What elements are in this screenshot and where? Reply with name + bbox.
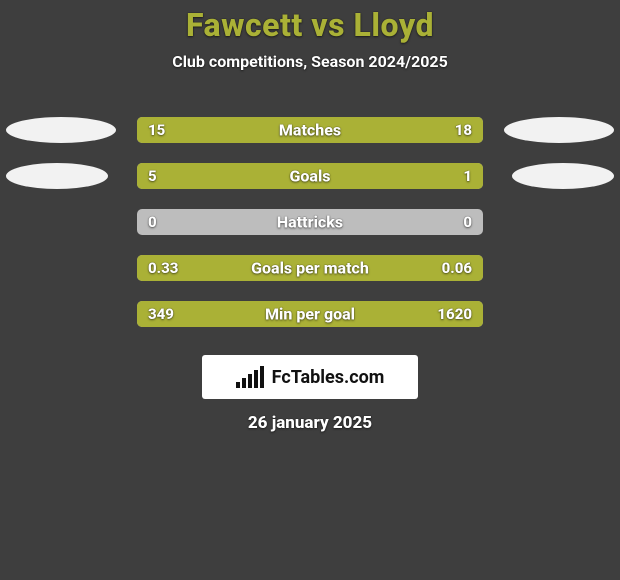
bar-track: Matches	[137, 117, 483, 143]
bar-label: Matches	[279, 121, 341, 140]
stat-row-goals: Goals 5 1	[0, 153, 620, 199]
page-title: Fawcett vs Lloyd	[0, 6, 620, 44]
bar-left-fill	[137, 163, 403, 189]
bar-track: Hattricks	[137, 209, 483, 235]
value-right: 0.06	[442, 259, 472, 277]
stat-row-hattricks: Hattricks 0 0	[0, 199, 620, 245]
subtitle: Club competitions, Season 2024/2025	[0, 52, 620, 71]
player-left-marker	[6, 117, 116, 143]
comparison-bar-chart: Matches 15 18 Goals 5 1 Hattricks 0	[0, 107, 620, 337]
stat-row-min-per-goal: Min per goal 349 1620	[0, 291, 620, 337]
stat-row-matches: Matches 15 18	[0, 107, 620, 153]
bar-label: Min per goal	[265, 305, 355, 324]
brand-link[interactable]: FcTables.com	[202, 355, 418, 399]
bar-label: Goals per match	[251, 259, 369, 278]
value-left: 5	[148, 167, 157, 185]
bar-track: Min per goal	[137, 301, 483, 327]
player-right-marker	[512, 163, 614, 189]
generated-date: 26 january 2025	[0, 413, 620, 433]
value-left: 349	[148, 305, 174, 323]
bar-track: Goals	[137, 163, 483, 189]
player-left-marker	[6, 163, 108, 189]
bar-track: Goals per match	[137, 255, 483, 281]
comparison-widget: Fawcett vs Lloyd Club competitions, Seas…	[0, 0, 620, 580]
value-left: 15	[148, 121, 165, 139]
stat-row-goals-per-match: Goals per match 0.33 0.06	[0, 245, 620, 291]
player-right-marker	[504, 117, 614, 143]
bar-label: Goals	[290, 167, 331, 186]
value-right: 0	[463, 213, 472, 231]
brand-text: FcTables.com	[272, 367, 385, 388]
value-right: 1	[463, 167, 472, 185]
bar-chart-icon	[236, 366, 264, 388]
value-left: 0	[148, 213, 157, 231]
bar-label: Hattricks	[277, 213, 343, 232]
value-right: 1620	[437, 305, 472, 323]
value-right: 18	[455, 121, 472, 139]
value-left: 0.33	[148, 259, 178, 277]
